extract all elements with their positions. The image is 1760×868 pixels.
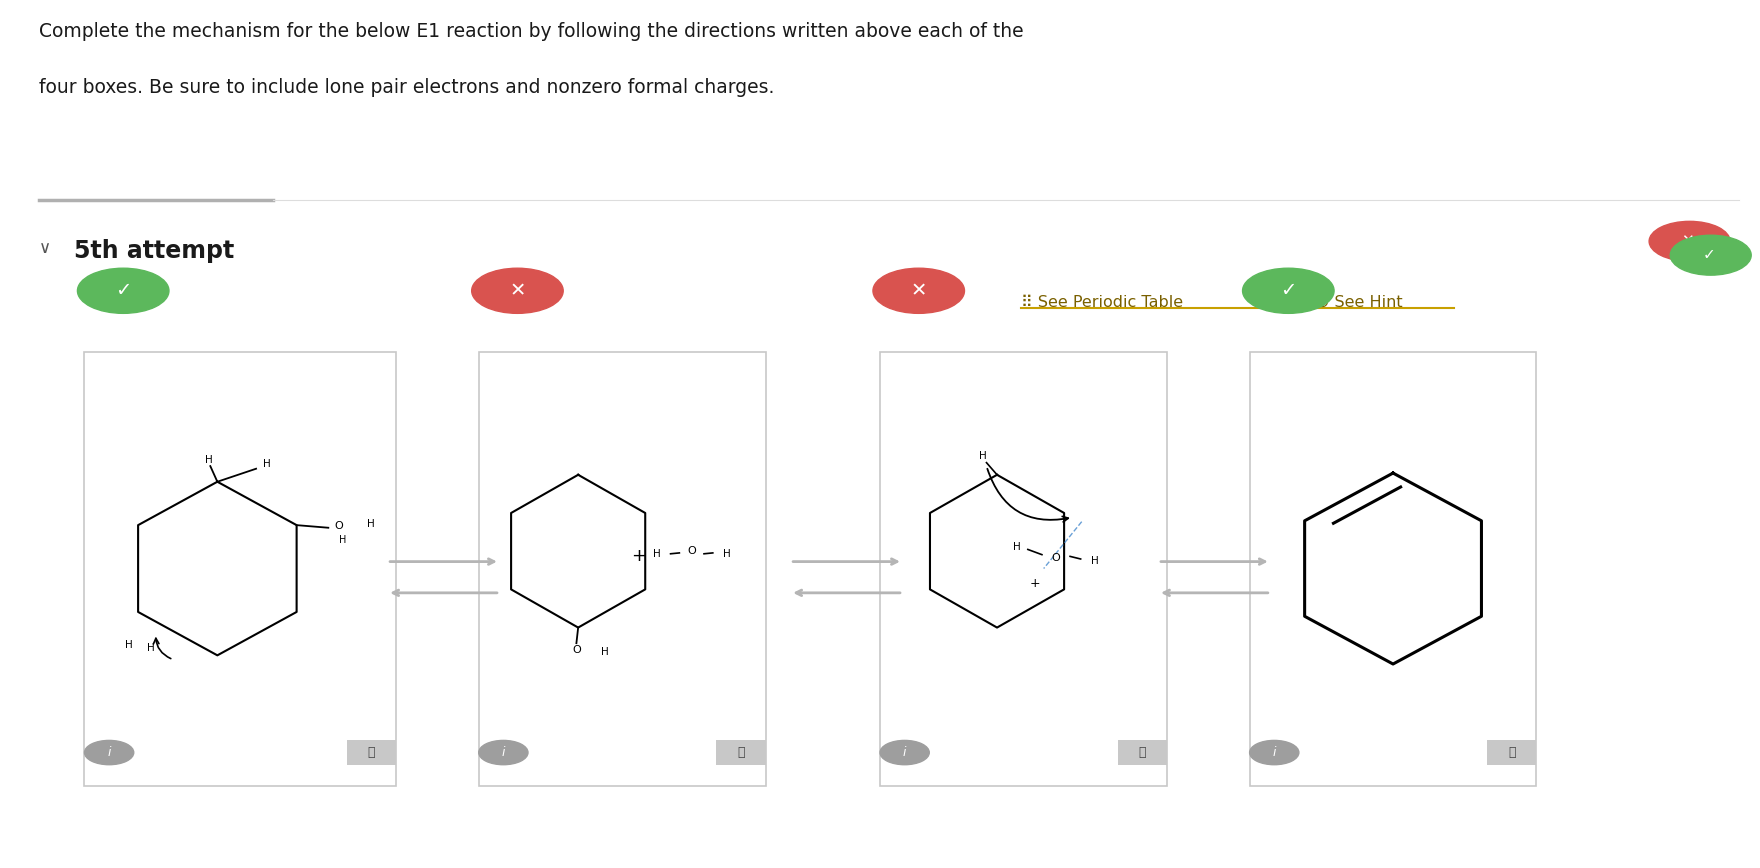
Circle shape	[84, 740, 134, 765]
Text: H: H	[723, 549, 730, 559]
Text: H: H	[366, 519, 375, 529]
Text: H: H	[338, 535, 347, 545]
Text: H: H	[262, 459, 271, 470]
Text: Complete the mechanism for the below E1 reaction by following the directions wri: Complete the mechanism for the below E1 …	[39, 22, 1023, 41]
Text: i: i	[107, 746, 111, 759]
Text: ⠿ See Periodic Table: ⠿ See Periodic Table	[1021, 295, 1183, 310]
Circle shape	[873, 268, 964, 313]
Text: ⊙ See Hint: ⊙ See Hint	[1316, 295, 1403, 310]
Text: H: H	[1091, 556, 1098, 566]
FancyBboxPatch shape	[479, 352, 766, 786]
Text: O: O	[688, 546, 695, 556]
Circle shape	[1670, 235, 1751, 275]
Text: 5th attempt: 5th attempt	[74, 239, 234, 263]
Text: O: O	[1052, 553, 1060, 563]
Text: ⤢: ⤢	[1508, 746, 1515, 759]
Text: ⤢: ⤢	[1139, 746, 1146, 759]
Text: ✕: ✕	[1681, 233, 1695, 248]
Text: H: H	[979, 450, 987, 461]
Text: H: H	[600, 647, 609, 657]
Text: ✕: ✕	[509, 281, 526, 300]
Circle shape	[1250, 740, 1299, 765]
Text: H: H	[1014, 542, 1021, 552]
Circle shape	[77, 268, 169, 313]
Text: i: i	[903, 746, 906, 759]
Circle shape	[1243, 268, 1334, 313]
Text: O: O	[334, 521, 343, 531]
Text: H: H	[146, 643, 155, 654]
FancyBboxPatch shape	[1118, 740, 1167, 765]
Text: i: i	[502, 746, 505, 759]
Text: H: H	[204, 455, 213, 465]
FancyBboxPatch shape	[1487, 740, 1536, 765]
Text: ⤢: ⤢	[737, 746, 744, 759]
Text: ∨: ∨	[39, 239, 51, 257]
FancyBboxPatch shape	[880, 352, 1167, 786]
Text: i: i	[1272, 746, 1276, 759]
FancyBboxPatch shape	[1250, 352, 1536, 786]
Text: ✕: ✕	[910, 281, 928, 300]
Circle shape	[479, 740, 528, 765]
FancyBboxPatch shape	[84, 352, 396, 786]
Circle shape	[880, 740, 929, 765]
FancyBboxPatch shape	[347, 740, 396, 765]
Text: four boxes. Be sure to include lone pair electrons and nonzero formal charges.: four boxes. Be sure to include lone pair…	[39, 78, 774, 97]
Text: ✓: ✓	[1280, 281, 1297, 300]
Circle shape	[1649, 221, 1730, 261]
Text: H: H	[653, 549, 660, 559]
Text: O: O	[572, 645, 581, 655]
Text: +: +	[632, 547, 646, 564]
Text: ✓: ✓	[114, 281, 132, 300]
FancyBboxPatch shape	[716, 740, 766, 765]
Circle shape	[472, 268, 563, 313]
Text: +: +	[1030, 577, 1040, 589]
Text: ✓: ✓	[1702, 247, 1716, 262]
Text: ⤢: ⤢	[368, 746, 375, 759]
Text: H: H	[125, 640, 134, 650]
